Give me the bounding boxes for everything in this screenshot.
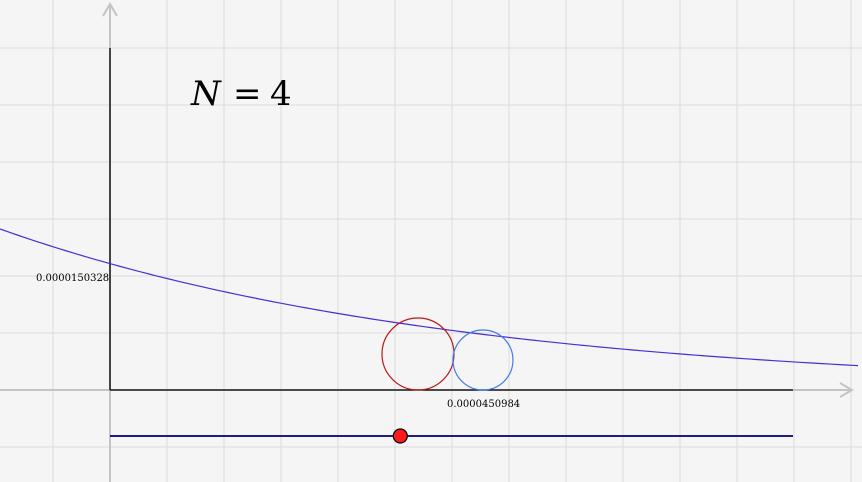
y-axis-arrow-icon: [102, 2, 118, 17]
decay-curve[interactable]: [0, 228, 859, 367]
equation-label: N = 4: [190, 74, 292, 114]
equation-value: 4: [270, 74, 292, 114]
x-axis-arrow-icon: [839, 382, 854, 398]
parameter-slider[interactable]: [110, 428, 793, 444]
y-marker-label: 0.0000150328: [36, 273, 109, 284]
x-marker-label: 0.0000450984: [447, 399, 520, 410]
plot-frame: [109, 48, 793, 391]
equation-variable: N: [190, 74, 222, 114]
blue-circle[interactable]: [452, 329, 514, 391]
equation-operator: =: [233, 74, 262, 114]
slider-knob[interactable]: [392, 428, 408, 444]
